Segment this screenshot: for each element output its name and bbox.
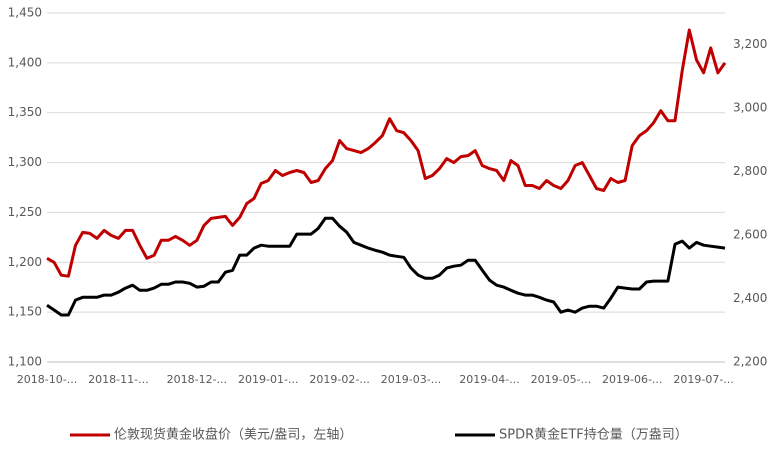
legend-label: SPDR黄金ETF持仓量（万盎司） <box>499 427 688 443</box>
x-tick-label: 2019-02-... <box>309 373 369 386</box>
y2-tick-label: 2,800 <box>733 164 767 178</box>
y2-tick-label: 3,000 <box>733 101 767 115</box>
y-tick-label: 1,150 <box>8 305 42 319</box>
y-tick-label: 1,450 <box>8 6 42 20</box>
legend-label: 伦敦现货黄金收盘价（美元/盎司，左轴） <box>114 427 352 443</box>
y-tick-label: 1,100 <box>8 355 42 369</box>
x-tick-label: 2019-04-... <box>459 373 519 386</box>
x-tick-label: 2018-11-... <box>88 373 148 386</box>
y-tick-label: 1,400 <box>8 55 42 69</box>
x-tick-label: 2019-06-... <box>602 373 662 386</box>
x-tick-label: 2019-03-... <box>381 373 441 386</box>
y2-tick-label: 3,200 <box>733 37 767 51</box>
y2-tick-label: 2,400 <box>733 291 767 305</box>
y-tick-label: 1,300 <box>8 155 42 169</box>
y-tick-label: 1,250 <box>8 205 42 219</box>
y-tick-label: 1,200 <box>8 255 42 269</box>
y2-tick-label: 2,600 <box>733 228 767 242</box>
series-line <box>46 216 726 317</box>
series-line <box>46 28 727 278</box>
x-tick-label: 2019-05-... <box>531 373 591 386</box>
x-tick-label: 2018-12-... <box>167 373 227 386</box>
x-tick-label: 2019-01-... <box>238 373 298 386</box>
x-tick-label: 2018-10-... <box>17 373 77 386</box>
y2-tick-label: 2,200 <box>733 355 767 369</box>
y-tick-label: 1,350 <box>8 105 42 119</box>
x-tick-label: 2019-07-... <box>673 373 733 386</box>
